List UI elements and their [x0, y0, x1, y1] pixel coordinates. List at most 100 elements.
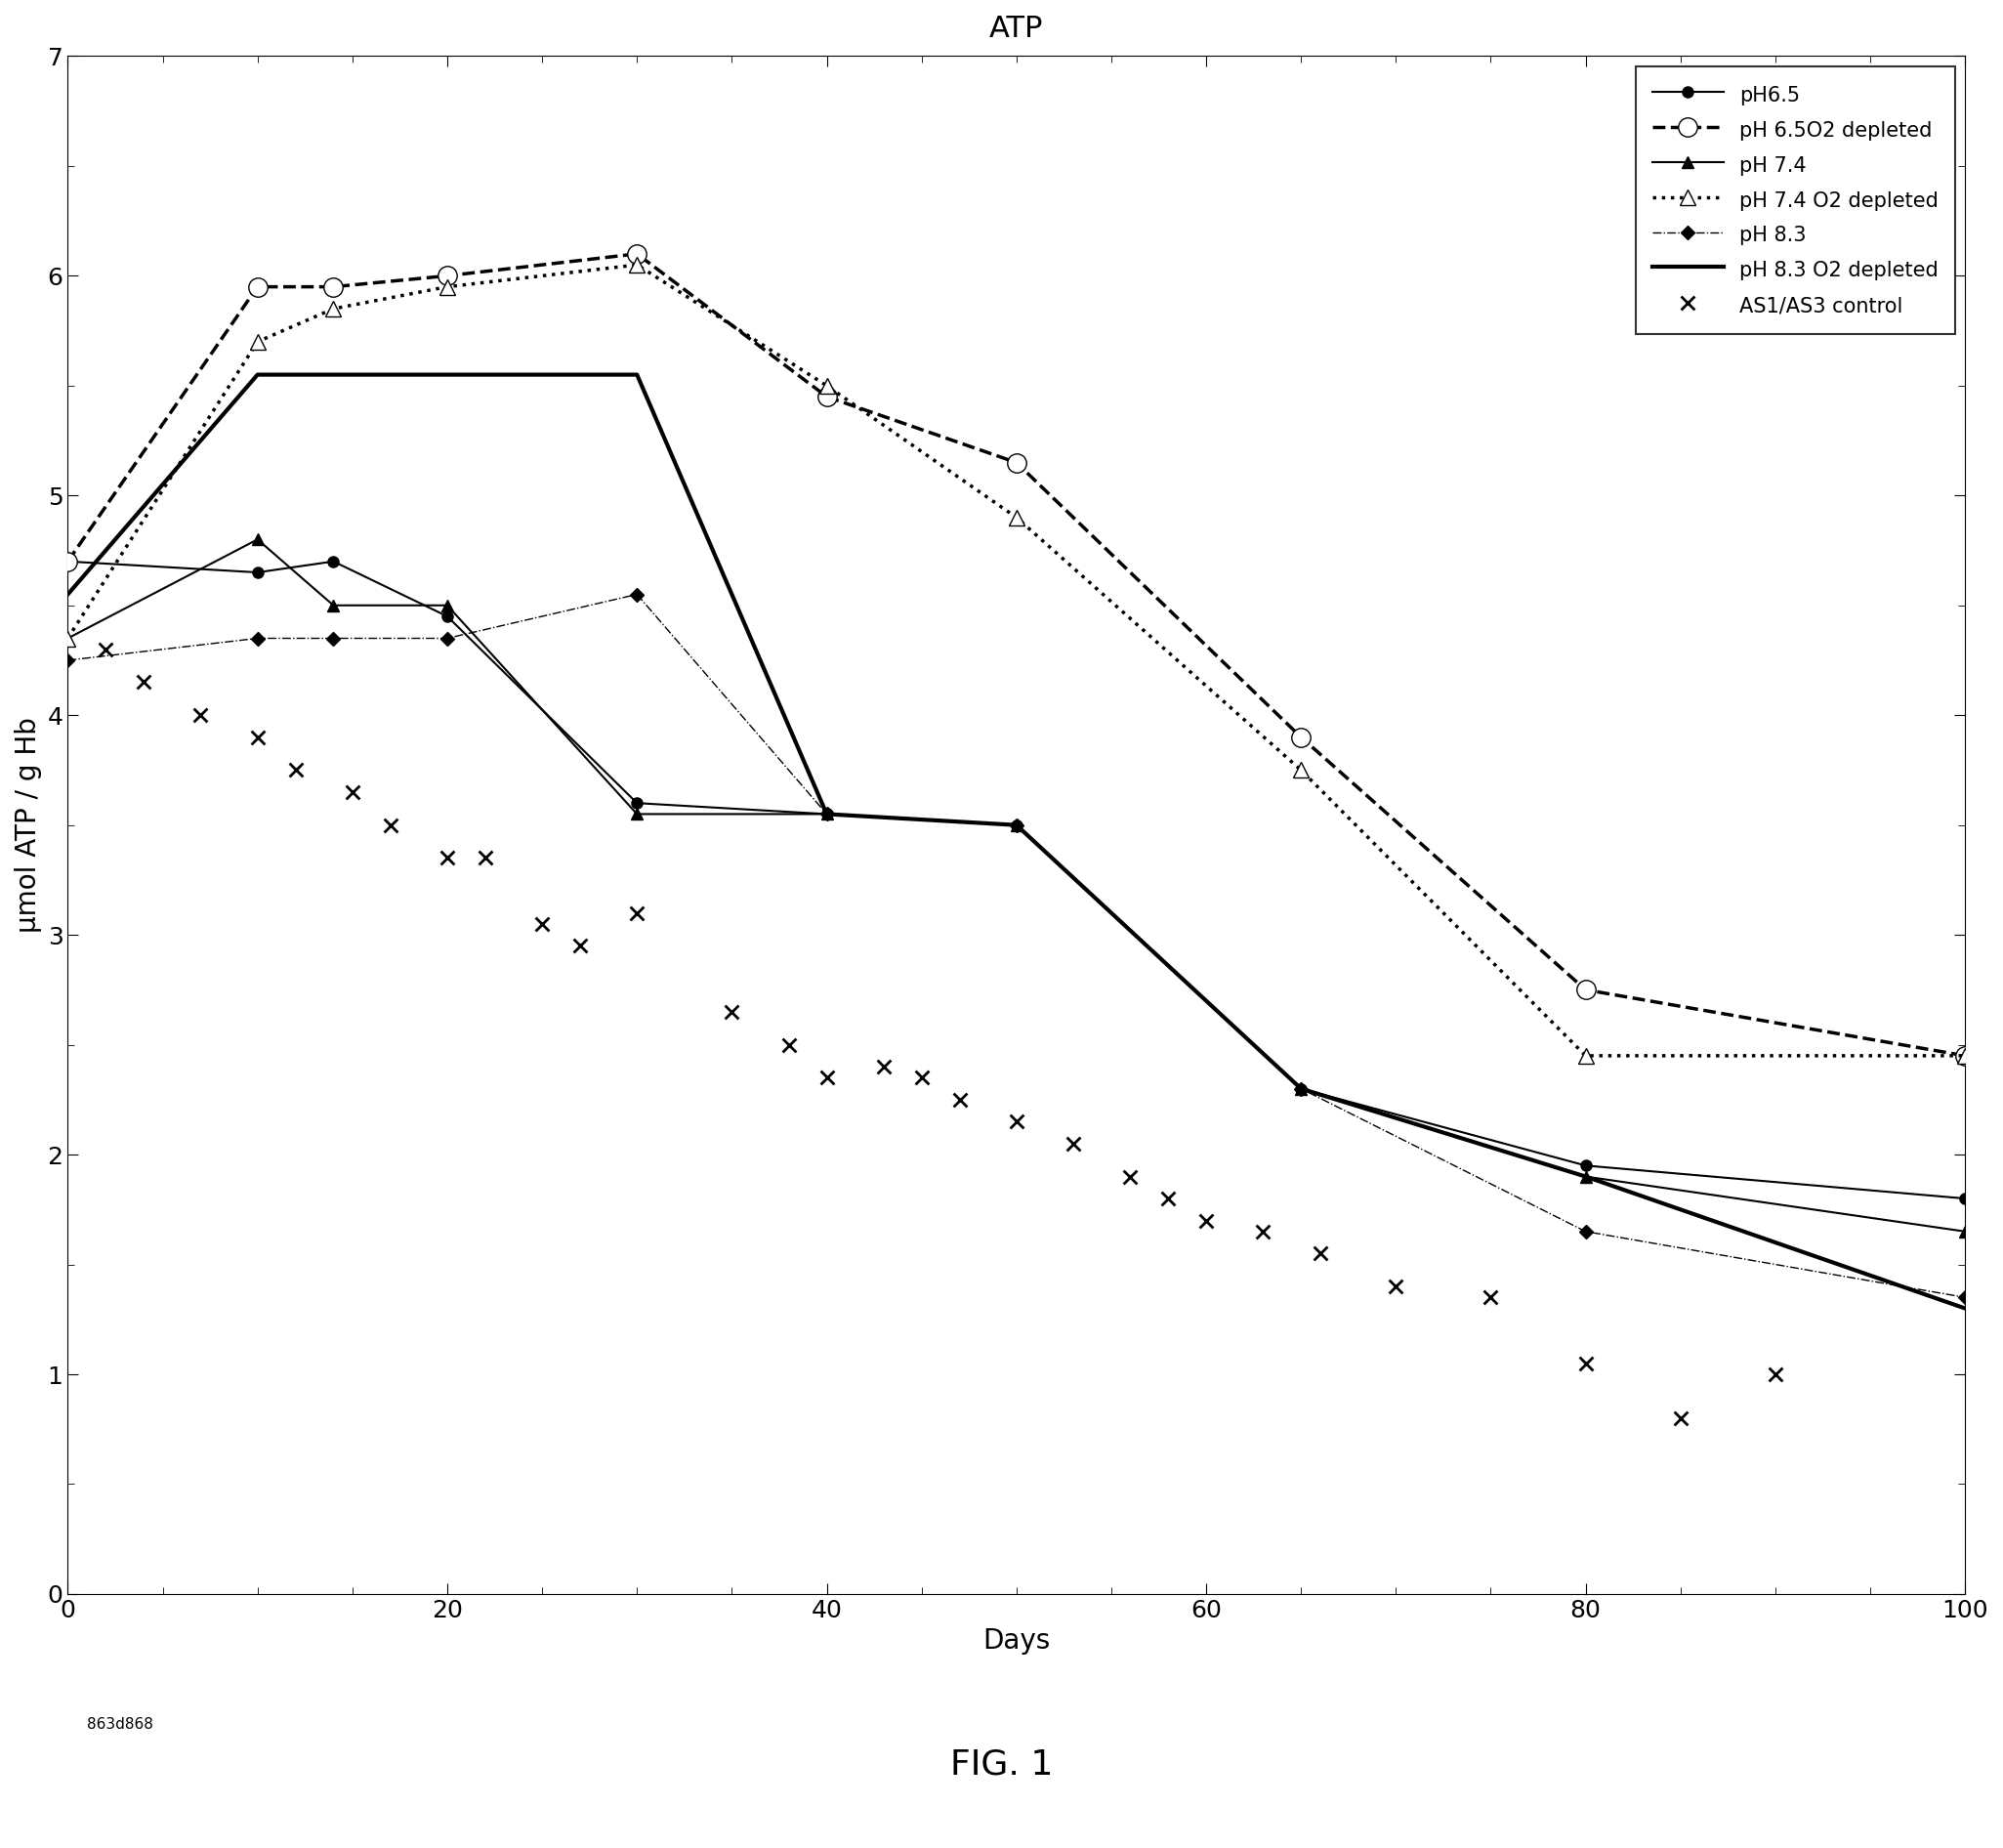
- Title: ATP: ATP: [989, 15, 1044, 43]
- Text: FIG. 1: FIG. 1: [949, 1748, 1054, 1781]
- Line: pH6.5: pH6.5: [62, 556, 1971, 1203]
- pH 6.5O2 depleted: [815, 386, 839, 408]
- pH6.5: [246, 562, 270, 584]
- AS1/AS3 control: [943, 1085, 975, 1114]
- Line: pH 8.3 O2 depleted: pH 8.3 O2 depleted: [68, 375, 1965, 1308]
- Text: 863d868: 863d868: [86, 1717, 152, 1732]
- AS1/AS3 control: [1474, 1283, 1506, 1312]
- pH 6.5O2 depleted: [435, 264, 459, 286]
- AS1/AS3 control: [1380, 1271, 1412, 1301]
- pH 8.3 O2 depleted: [815, 804, 839, 826]
- pH 8.3: [1953, 1286, 1977, 1308]
- pH 8.3: [1004, 813, 1028, 835]
- pH 7.4 O2 depleted: [246, 331, 270, 353]
- pH6.5: [1004, 813, 1028, 835]
- AS1/AS3 control: [565, 931, 597, 961]
- Line: pH 7.4 O2 depleted: pH 7.4 O2 depleted: [60, 257, 1973, 1064]
- AS1/AS3 control: [375, 809, 407, 839]
- pH 6.5O2 depleted: [1290, 726, 1314, 748]
- AS1/AS3 control: [715, 998, 747, 1027]
- AS1/AS3 control: [1248, 1216, 1280, 1246]
- pH 7.4: [815, 804, 839, 826]
- pH6.5: [435, 606, 459, 628]
- AS1/AS3 control: [621, 898, 653, 928]
- AS1/AS3 control: [811, 1063, 843, 1092]
- pH 8.3 O2 depleted: [1574, 1166, 1598, 1188]
- AS1/AS3 control: [1058, 1129, 1090, 1159]
- Legend: pH6.5, pH 6.5O2 depleted, pH 7.4, pH 7.4 O2 depleted, pH 8.3, pH 8.3 O2 depleted: pH6.5, pH 6.5O2 depleted, pH 7.4, pH 7.4…: [1636, 67, 1955, 334]
- pH 7.4 O2 depleted: [56, 626, 80, 649]
- Line: pH 7.4: pH 7.4: [62, 534, 1971, 1238]
- pH6.5: [815, 804, 839, 826]
- pH 6.5O2 depleted: [246, 275, 270, 298]
- pH 6.5O2 depleted: [1574, 979, 1598, 1002]
- pH 8.3 O2 depleted: [320, 364, 345, 386]
- pH6.5: [1953, 1188, 1977, 1210]
- pH 8.3: [435, 626, 459, 649]
- pH 8.3 O2 depleted: [1290, 1077, 1314, 1100]
- pH 6.5O2 depleted: [1004, 451, 1028, 473]
- AS1/AS3 control: [773, 1029, 805, 1059]
- AS1/AS3 control: [1304, 1238, 1336, 1268]
- AS1/AS3 control: [431, 843, 463, 872]
- pH 6.5O2 depleted: [625, 242, 649, 264]
- pH 8.3 O2 depleted: [1004, 813, 1028, 835]
- Line: pH 8.3: pH 8.3: [62, 590, 1969, 1303]
- AS1/AS3 control: [1114, 1162, 1146, 1192]
- pH 6.5O2 depleted: [320, 275, 345, 298]
- pH 7.4 O2 depleted: [815, 375, 839, 397]
- pH 7.4: [1574, 1166, 1598, 1188]
- pH 8.3 O2 depleted: [1953, 1297, 1977, 1319]
- AS1/AS3 control: [184, 700, 216, 730]
- pH 8.3 O2 depleted: [625, 364, 649, 386]
- AS1/AS3 control: [867, 1052, 899, 1081]
- pH6.5: [1574, 1155, 1598, 1177]
- pH 8.3: [815, 804, 839, 826]
- AS1/AS3 control: [128, 667, 160, 697]
- pH 7.4 O2 depleted: [1953, 1044, 1977, 1066]
- pH 8.3 O2 depleted: [246, 364, 270, 386]
- pH 7.4 O2 depleted: [1290, 760, 1314, 782]
- AS1/AS3 control: [905, 1063, 937, 1092]
- AS1/AS3 control: [1152, 1185, 1184, 1214]
- pH 8.3: [1574, 1220, 1598, 1242]
- pH 7.4 O2 depleted: [320, 298, 345, 320]
- AS1/AS3 control: [280, 756, 312, 785]
- AS1/AS3 control: [337, 778, 369, 808]
- pH 7.4: [435, 595, 459, 617]
- AS1/AS3 control: [527, 909, 559, 939]
- AS1/AS3 control: [90, 634, 122, 663]
- AS1/AS3 control: [1759, 1360, 1791, 1390]
- AS1/AS3 control: [469, 843, 501, 872]
- pH 8.3: [56, 649, 80, 671]
- pH 7.4 O2 depleted: [1574, 1044, 1598, 1066]
- pH 7.4: [56, 626, 80, 649]
- pH 8.3 O2 depleted: [56, 584, 80, 606]
- pH6.5: [625, 793, 649, 815]
- pH 7.4: [1953, 1220, 1977, 1242]
- pH 7.4 O2 depleted: [435, 275, 459, 298]
- pH 7.4 O2 depleted: [625, 253, 649, 275]
- Y-axis label: μmol ATP / g Hb: μmol ATP / g Hb: [14, 717, 42, 933]
- pH6.5: [56, 551, 80, 573]
- AS1/AS3 control: [1664, 1403, 1697, 1432]
- pH 8.3 O2 depleted: [435, 364, 459, 386]
- AS1/AS3 control: [999, 1107, 1032, 1137]
- X-axis label: Days: Days: [983, 1628, 1050, 1656]
- AS1/AS3 control: [242, 723, 274, 752]
- AS1/AS3 control: [1190, 1205, 1222, 1234]
- pH 7.4: [320, 595, 345, 617]
- pH 7.4: [1290, 1077, 1314, 1100]
- AS1/AS3 control: [1570, 1349, 1602, 1379]
- pH6.5: [1290, 1077, 1314, 1100]
- pH 6.5O2 depleted: [1953, 1044, 1977, 1066]
- pH 8.3: [1290, 1077, 1314, 1100]
- pH 7.4 O2 depleted: [1004, 506, 1028, 529]
- Line: pH 6.5O2 depleted: pH 6.5O2 depleted: [58, 244, 1975, 1064]
- pH 8.3: [320, 626, 345, 649]
- pH 8.3: [625, 584, 649, 606]
- pH 7.4: [246, 529, 270, 551]
- pH 6.5O2 depleted: [56, 551, 80, 573]
- pH 7.4: [1004, 813, 1028, 835]
- pH6.5: [320, 551, 345, 573]
